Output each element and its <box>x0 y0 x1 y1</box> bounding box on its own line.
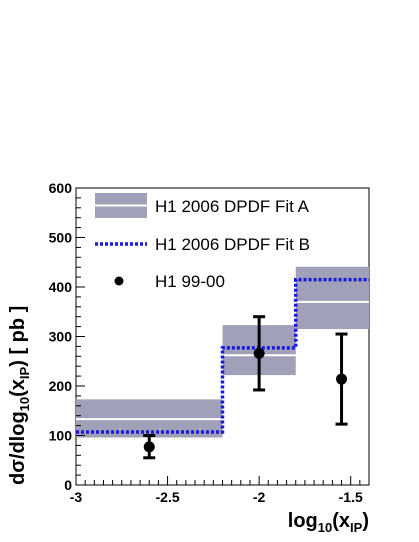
legend-label-fit-b: H1 2006 DPDF Fit B <box>155 235 310 254</box>
legend-label-fit-a: H1 2006 DPDF Fit A <box>155 197 310 216</box>
legend-marker-data <box>114 276 124 286</box>
x-tick-label-2: -2 <box>253 489 266 505</box>
x-axis-title: log10(xIP) <box>288 510 369 535</box>
y-tick-label-4: 400 <box>49 279 73 295</box>
legend: H1 2006 DPDF Fit A H1 2006 DPDF Fit B H1… <box>95 193 310 291</box>
y-axis-title: dσ/dlog10(xIP) [ pb ] <box>7 306 32 485</box>
data-point-1 <box>253 347 265 359</box>
y-tick-label-3: 300 <box>49 329 73 345</box>
x-tick-label-3: -1.5 <box>339 489 363 505</box>
y-tick-label-1: 100 <box>49 428 73 444</box>
axis-ticks: 0 100 200 300 400 500 600 -3 -2.5 -2 -1.5 <box>49 180 370 505</box>
data-point-2 <box>336 373 348 385</box>
legend-label-data: H1 99-00 <box>155 272 225 291</box>
y-tick-label-0: 0 <box>64 477 72 493</box>
x-tick-label-1: -2.5 <box>156 489 180 505</box>
x-tick-label-0: -3 <box>70 489 83 505</box>
fit-a-band-2 <box>295 266 369 330</box>
y-tick-label-6: 600 <box>49 180 73 196</box>
data-point-0 <box>143 441 155 453</box>
plot-content <box>76 266 369 460</box>
y-tick-label-2: 200 <box>49 378 73 394</box>
y-tick-label-5: 500 <box>49 230 73 246</box>
